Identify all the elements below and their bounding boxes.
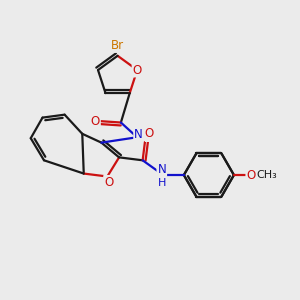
Text: O: O [144,127,153,140]
Text: O: O [133,64,142,76]
Text: O: O [91,115,100,128]
Text: H: H [158,178,166,188]
Text: CH₃: CH₃ [256,170,277,180]
Text: N: N [134,128,143,141]
Text: H: H [145,132,154,142]
Text: O: O [104,176,113,189]
Text: N: N [158,163,166,176]
Text: Br: Br [111,39,124,52]
Text: O: O [246,169,256,182]
